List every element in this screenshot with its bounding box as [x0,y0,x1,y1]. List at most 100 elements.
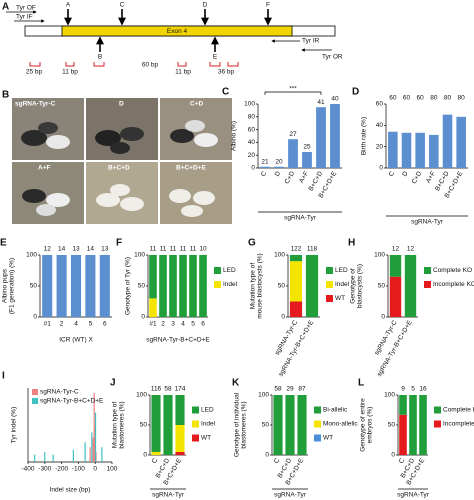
n-label: 5 [411,386,415,393]
legend-label: LED [335,267,348,274]
x-tick-label: C+D [284,170,297,185]
y-tick-label: 100 [26,252,37,259]
y-tick-label: 50 [262,422,270,429]
y-tick-label: 20 [376,143,384,150]
bar-segment [163,395,173,455]
mouse [36,204,56,216]
legend-label: WT [335,295,345,302]
legend-swatch [314,420,321,428]
photo-label: B+C+D [108,165,130,172]
x-axis-label: sgRNA-Tyr [284,215,317,222]
y-axis-label: Albino (%) [231,121,238,151]
n-label: 60 [417,95,425,102]
photo: B+C+D [86,162,158,224]
legend-swatch [424,281,431,288]
bar [70,255,82,317]
size-label: 25 bp [26,69,43,76]
bar-segment [273,395,283,455]
bar-segment [399,395,407,415]
mouse [194,133,218,147]
mouse [170,129,194,143]
bar-segment [149,298,157,317]
y-tick-label: 0 [143,452,147,459]
n-label: 14 [58,246,66,253]
bar-segment [404,255,417,317]
panel-label: D [352,87,359,98]
n-label: 29 [286,386,294,393]
n-label: 9 [401,386,405,393]
n-label: 27 [289,131,297,138]
n-label: 80 [458,95,466,102]
legend-label: Mono-allelic [323,421,358,428]
site-label: D [203,2,208,9]
site-label: C [120,2,125,9]
legend-swatch [314,434,321,442]
panel-label: E [0,238,7,249]
site-label: F [266,2,270,9]
bar-segment [179,255,187,317]
x-tick-label: C [388,170,397,178]
y-tick-label: 0 [281,314,285,321]
legend-swatch [434,406,441,414]
y-tick-label: 80 [248,114,256,121]
photo: A+F [12,162,84,224]
x-tick-label: 6 [103,321,107,328]
x-tick-label: -100 [72,466,85,473]
bar [288,139,298,168]
bar-segment [399,414,407,455]
panel-label: A [2,2,9,13]
n-label: 174 [175,386,186,393]
x-tick-label: 2 [60,321,64,328]
x-tick-label: 100 [107,466,118,473]
bar [415,132,425,168]
legend-swatch [192,420,199,428]
mouse [193,191,215,205]
mouse [22,189,46,203]
y-tick-label: 100 [244,101,255,108]
y-tick-label: 100 [384,392,395,399]
chart: E 0 50 100 Albino pups (F1 generation) (%) #1 1… [0,238,112,344]
photo-label: B+C+D+E [176,165,206,172]
bar [99,255,110,317]
site-top: A C D F [64,2,272,26]
y-tick-label: 50 [140,422,148,429]
mouse [96,193,120,207]
bar-segment [175,452,185,455]
y-tick-label: 50 [388,422,396,429]
x-axis-label: sgRNA-Tyr [397,492,430,499]
size-label: 36 bp [218,69,235,76]
bar-segment [151,395,161,452]
exon-label: Exon 4 [167,28,188,35]
photo-label: C+D [190,101,203,108]
legend-swatch [214,267,221,274]
bar-segment [175,395,185,425]
bar-segment [289,261,303,302]
bar-segment [289,255,303,262]
y-axis-label: Birth rate (%) [361,117,368,155]
mouse [38,122,58,134]
bar [274,166,284,168]
x-tick-label: C [273,457,282,465]
y-tick-label: 50 [30,283,38,290]
bar [85,255,96,317]
n-label: 11 [190,246,197,253]
y-axis-label: blastomeres (%) [119,401,126,448]
photo: B+C+D+E [160,162,232,224]
bar-segment [199,255,207,317]
panel-label: B [2,90,9,101]
n-label: 60 [389,95,397,102]
y-tick-label: 100 [274,252,285,259]
bar-segment [409,395,417,455]
x-tick-label: D [401,170,410,178]
cut-bracket [227,62,239,67]
chart: K 0 50 100 Genotype of individual blastomeres… [232,378,358,499]
significance-bracket [264,91,322,95]
bar-segment [149,255,157,299]
y-axis-label: blastocysts (%) [357,264,364,308]
legend-label: WT [201,435,211,442]
legend-label: LED [223,267,236,274]
n-label: 12 [407,246,415,253]
